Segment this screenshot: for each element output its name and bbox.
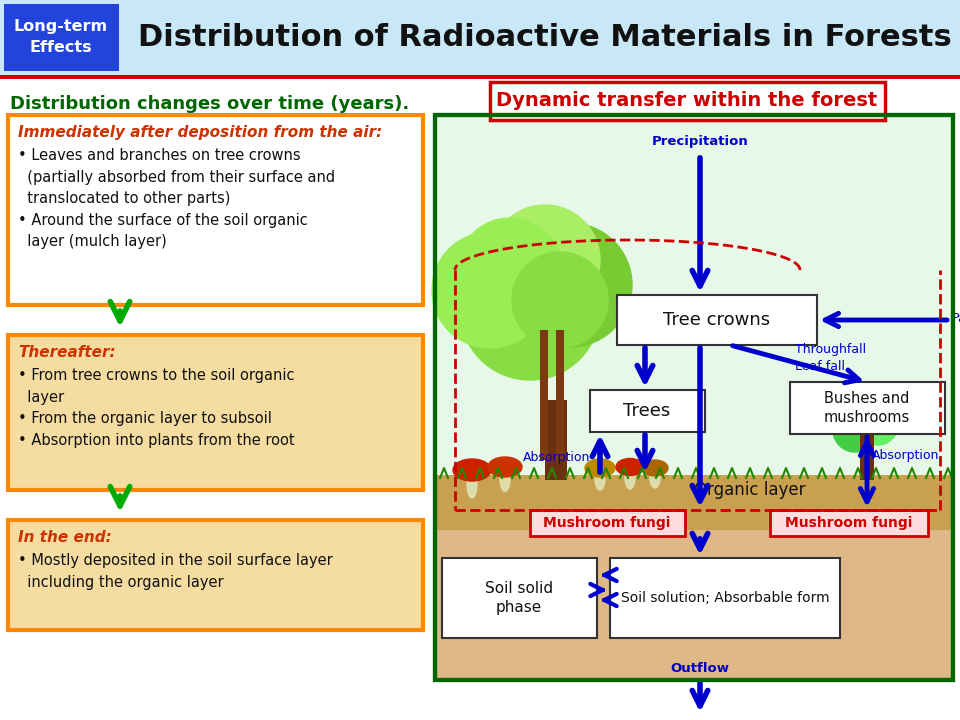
- Bar: [8, 520, 423, 630]
- Bar: [860, 430, 874, 480]
- Circle shape: [858, 405, 898, 445]
- Bar: [530, 510, 685, 536]
- Text: Particles: Particles: [952, 312, 960, 325]
- Bar: [442, 558, 597, 638]
- Bar: [4, 4, 119, 71]
- Text: Mushroom fungi: Mushroom fungi: [543, 516, 671, 530]
- Bar: [610, 558, 840, 638]
- Text: Distribution changes over time (years).: Distribution changes over time (years).: [10, 95, 409, 113]
- Ellipse shape: [488, 457, 522, 477]
- Ellipse shape: [585, 459, 615, 477]
- Text: Throughfall
Leaf fall: Throughfall Leaf fall: [795, 343, 866, 372]
- Bar: [590, 390, 705, 432]
- Circle shape: [458, 218, 562, 322]
- Text: Tree crowns: Tree crowns: [663, 311, 771, 329]
- Ellipse shape: [625, 467, 635, 489]
- Bar: [540, 330, 548, 460]
- Text: Soil solution; Absorbable form: Soil solution; Absorbable form: [621, 591, 829, 605]
- Text: Soil solid
phase: Soil solid phase: [485, 580, 553, 616]
- Bar: [790, 382, 945, 434]
- Bar: [556, 330, 564, 460]
- Circle shape: [460, 240, 600, 380]
- Ellipse shape: [616, 459, 644, 475]
- Circle shape: [432, 232, 548, 348]
- Bar: [490, 82, 885, 120]
- Text: Absorption: Absorption: [522, 451, 590, 464]
- Text: • From tree crowns to the soil organic
  layer
• From the organic layer to subso: • From tree crowns to the soil organic l…: [18, 368, 295, 448]
- Circle shape: [512, 252, 608, 348]
- Circle shape: [490, 205, 600, 315]
- Text: In the end:: In the end:: [18, 530, 111, 545]
- Ellipse shape: [500, 467, 510, 492]
- Text: Mushroom fungi: Mushroom fungi: [785, 516, 913, 530]
- Bar: [437, 475, 951, 530]
- Bar: [437, 530, 951, 678]
- Bar: [545, 400, 567, 480]
- Text: • Leaves and branches on tree crowns
  (partially absorbed from their surface an: • Leaves and branches on tree crowns (pa…: [18, 148, 335, 249]
- Bar: [770, 510, 928, 536]
- Ellipse shape: [642, 460, 668, 476]
- Text: Trees: Trees: [623, 402, 671, 420]
- Bar: [8, 335, 423, 490]
- Text: Immediately after deposition from the air:: Immediately after deposition from the ai…: [18, 125, 382, 140]
- Text: Long-term
Effects: Long-term Effects: [14, 19, 108, 55]
- Bar: [435, 115, 953, 680]
- Bar: [8, 115, 423, 305]
- Text: Organic layer: Organic layer: [694, 481, 805, 499]
- Ellipse shape: [453, 459, 491, 481]
- Text: Thereafter:: Thereafter:: [18, 345, 115, 360]
- Circle shape: [508, 223, 632, 347]
- Ellipse shape: [595, 468, 605, 490]
- Circle shape: [839, 387, 895, 443]
- Circle shape: [833, 408, 877, 452]
- Text: Precipitation: Precipitation: [652, 135, 749, 148]
- Text: Bushes and
mushrooms: Bushes and mushrooms: [824, 390, 910, 426]
- Bar: [617, 295, 817, 345]
- Text: Dynamic transfer within the forest: Dynamic transfer within the forest: [496, 91, 877, 110]
- Text: Outflow: Outflow: [670, 662, 730, 675]
- Ellipse shape: [650, 468, 660, 488]
- Bar: [437, 117, 951, 477]
- Text: Absorption: Absorption: [872, 449, 940, 462]
- Text: • Mostly deposited in the soil surface layer
  including the organic layer: • Mostly deposited in the soil surface l…: [18, 553, 333, 590]
- Bar: [0, 75, 960, 79]
- Ellipse shape: [467, 470, 477, 498]
- Bar: [435, 115, 953, 680]
- Bar: [0, 0, 960, 75]
- Text: Distribution of Radioactive Materials in Forests: Distribution of Radioactive Materials in…: [138, 22, 952, 52]
